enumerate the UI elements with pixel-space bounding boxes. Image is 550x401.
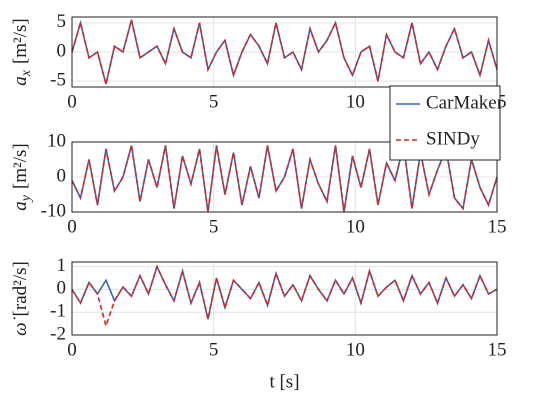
y-label-unit: [m²/s] <box>10 18 31 64</box>
legend-box <box>389 85 501 161</box>
y-label-symbol: a <box>10 201 31 211</box>
y-label-subscript: x <box>19 69 34 77</box>
y-tick-label: 1 <box>57 255 67 276</box>
y-label-unit: [rad²/s] <box>10 261 31 316</box>
legend-label: SINDy <box>426 128 480 149</box>
y-axis-label: ay [m²/s] <box>10 143 34 211</box>
y-tick-label: 0 <box>57 40 67 61</box>
axes-frame <box>71 141 498 213</box>
x-tick-label: 10 <box>346 216 365 237</box>
legend-label: CarMaker <box>426 92 504 113</box>
x-tick-label: 10 <box>346 91 365 112</box>
y-tick-label: -10 <box>41 200 66 221</box>
x-tick-label: 5 <box>209 216 219 237</box>
y-label-subscript: y <box>19 194 34 203</box>
y-tick-label: -1 <box>50 301 66 322</box>
y-label-symbol: ω̇ <box>10 316 31 335</box>
x-tick-label: 15 <box>488 216 507 237</box>
series-line <box>71 145 498 213</box>
y-tick-label: 5 <box>57 11 67 32</box>
y-tick-label: -5 <box>50 70 66 91</box>
x-tick-label: 5 <box>209 91 219 112</box>
x-tick-label: 15 <box>488 339 507 360</box>
x-tick-label: 0 <box>67 339 77 360</box>
series-line <box>71 264 498 329</box>
y-tick-label: 0 <box>57 278 67 299</box>
y-tick-label: 0 <box>57 165 67 186</box>
y-label-unit: [m²/s] <box>10 143 31 189</box>
y-tick-label: -2 <box>50 323 66 344</box>
axes-frame <box>71 261 498 336</box>
axes-background <box>72 262 497 335</box>
x-tick-label: 5 <box>209 339 219 360</box>
x-axis-label: t [s] <box>269 371 299 392</box>
y-tick-label: 10 <box>47 130 66 151</box>
y-axis-label: ax [m²/s] <box>10 18 34 86</box>
x-tick-label: 0 <box>67 91 77 112</box>
series-line <box>71 19 498 85</box>
y-axis-label: ω̇[rad²/s] <box>10 261 31 336</box>
x-tick-label: 10 <box>346 339 365 360</box>
x-tick-label: 0 <box>67 216 77 237</box>
axes-frame <box>71 16 498 88</box>
y-label-symbol: a <box>10 76 31 86</box>
